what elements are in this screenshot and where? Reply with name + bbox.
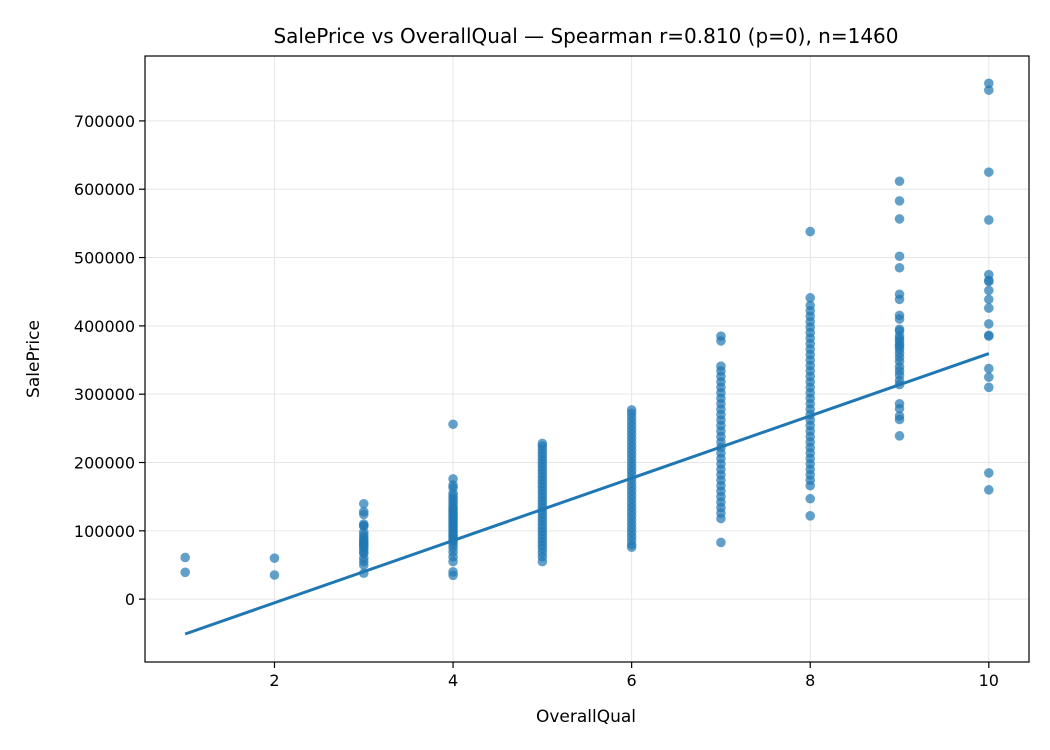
y-tick-label: 200000 bbox=[74, 454, 135, 473]
y-tick-label: 500000 bbox=[74, 249, 135, 268]
y-tick-label: 600000 bbox=[74, 180, 135, 199]
scatter-point bbox=[984, 215, 994, 225]
scatter-point bbox=[626, 542, 637, 553]
scatter-point bbox=[805, 493, 816, 504]
data-points bbox=[180, 78, 994, 581]
chart-title: SalePrice vs OverallQual — Spearman r=0.… bbox=[273, 24, 898, 48]
scatter-point bbox=[269, 570, 280, 580]
scatter-point bbox=[984, 331, 994, 341]
y-tick-label: 0 bbox=[125, 590, 135, 609]
scatter-point bbox=[894, 196, 905, 206]
scatter-point bbox=[984, 167, 994, 177]
y-tick-label: 300000 bbox=[74, 385, 135, 404]
scatter-point bbox=[805, 510, 816, 521]
scatter-point bbox=[984, 78, 994, 89]
scatter-point bbox=[984, 319, 994, 329]
y-tick-label: 700000 bbox=[74, 112, 135, 131]
scatter-point bbox=[805, 293, 816, 303]
scatter-point bbox=[984, 485, 994, 495]
scatter-point bbox=[448, 570, 458, 581]
scatter-point bbox=[984, 363, 994, 374]
scatter-point bbox=[984, 372, 994, 382]
x-axis-title: OverallQual bbox=[536, 707, 636, 727]
regression-line bbox=[184, 352, 990, 636]
scatter-point bbox=[716, 336, 726, 346]
y-axis-ticks: 0 100000 200000 300000 400000 500000 600000 700… bbox=[74, 112, 145, 609]
scatter-point bbox=[716, 537, 726, 548]
scatter-point bbox=[894, 314, 905, 324]
scatter-point bbox=[537, 556, 548, 567]
scatter-point bbox=[358, 560, 369, 570]
scatter-point bbox=[984, 303, 994, 313]
y-tick-label: 400000 bbox=[74, 317, 135, 336]
scatter-point bbox=[805, 226, 816, 237]
x-tick-label: 8 bbox=[805, 671, 815, 690]
scatter-point bbox=[894, 431, 905, 441]
scatter-point bbox=[805, 480, 816, 491]
scatter-point bbox=[269, 553, 280, 563]
scatter-point bbox=[984, 294, 994, 305]
x-axis-ticks: 2 4 6 8 10 bbox=[269, 662, 999, 690]
scatter-point bbox=[894, 262, 905, 273]
scatter-point bbox=[180, 567, 190, 578]
scatter-point bbox=[894, 294, 905, 305]
scatter-point bbox=[180, 552, 190, 563]
scatter-point bbox=[716, 513, 726, 524]
x-tick-label: 4 bbox=[448, 671, 458, 690]
scatter-point bbox=[984, 382, 994, 393]
scatter-point bbox=[358, 498, 369, 509]
scatter-point bbox=[448, 556, 458, 567]
scatter-point bbox=[984, 468, 994, 478]
plot-area bbox=[145, 56, 1029, 662]
scatter-point bbox=[358, 509, 369, 520]
regression-line-group bbox=[184, 352, 990, 636]
scatter-point bbox=[894, 214, 905, 224]
scatter-point bbox=[984, 285, 994, 296]
x-tick-label: 2 bbox=[269, 671, 279, 690]
scatter-point bbox=[984, 85, 994, 95]
scatter-point bbox=[894, 176, 905, 187]
scatter-point bbox=[448, 419, 458, 430]
grid-lines bbox=[145, 56, 1029, 662]
y-tick-label: 100000 bbox=[74, 522, 135, 541]
scatter-point bbox=[894, 403, 905, 414]
scatter-point bbox=[894, 414, 905, 425]
y-axis-title: SalePrice bbox=[24, 320, 44, 398]
plot-frame bbox=[144, 55, 1030, 663]
x-tick-label: 10 bbox=[979, 671, 999, 690]
x-tick-label: 6 bbox=[627, 671, 637, 690]
scatter-point bbox=[894, 251, 905, 262]
scatter-point bbox=[984, 276, 994, 287]
